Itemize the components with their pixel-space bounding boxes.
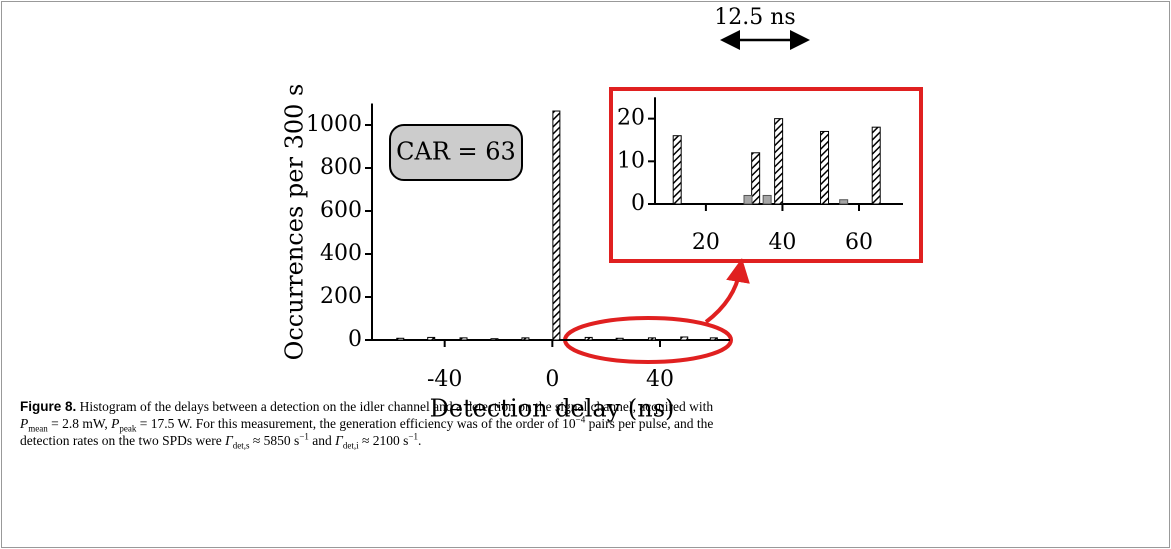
bar [762,194,772,205]
bar [584,336,593,341]
caption-text: mean [28,423,48,434]
car-label: CAR = 63 [396,138,516,166]
caption-text: det,s [232,440,250,451]
caption: Figure 8. Histogram of the delays betwee… [20,398,1150,451]
caption-text: Figure 8. [20,399,77,414]
x-tick-label: 40 [768,230,796,255]
caption-text: ≈ 2100 s [358,433,409,448]
bar [751,152,761,205]
caption-line: detection rates on the two SPDs were Γde… [20,431,1150,451]
y-axis-title: Occurrences per 300 s [281,84,309,361]
bar [774,118,784,205]
caption-line: Figure 8. Histogram of the delays betwee… [20,398,1150,415]
x-tick-label: -40 [427,367,462,392]
caption-text: Γ [335,433,343,448]
y-tick-label: 400 [320,241,362,266]
bar [743,194,753,205]
caption-line: Pmean = 2.8 mW, Ppeak = 17.5 W. For this… [20,414,1150,434]
caption-text: . [417,433,422,448]
bar [615,337,624,341]
bar [490,338,499,341]
y-tick-label: 0 [631,191,645,216]
y-tick-label: 600 [320,198,362,223]
caption-text: P [111,416,120,431]
y-tick-label: 10 [617,148,645,173]
caption-text: = 17.5 W. For this measurement, the gene… [136,416,576,431]
caption-text: peak [119,423,137,434]
caption-text: P [20,416,29,431]
caption-text: ≈ 5850 s [249,433,300,448]
caption-text: Γ [225,433,233,448]
caption-text: −1 [299,431,309,442]
x-axis-title: Detection delay (ns) [430,395,675,423]
bar [459,337,468,341]
bar [820,130,830,205]
bar [672,135,682,205]
inset-frame [609,87,923,263]
bar [871,126,881,205]
y-tick-label: 200 [320,284,362,309]
x-tick-label: 40 [646,367,674,392]
bar [709,337,718,341]
bar [839,199,849,205]
bar [427,336,436,341]
y-tick-label: 20 [617,106,645,131]
caption-text: pairs per pulse, and the [585,416,714,431]
caption-text: and [308,433,336,448]
caption-text: −1 [408,431,418,442]
x-tick-label: 60 [845,230,873,255]
caption-text: detection rates on the two SPDs were [20,433,226,448]
bar [521,337,530,341]
caption-text: det,i [342,440,359,451]
caption-text: Histogram of the delays between a detect… [76,399,714,414]
x-tick-label: 0 [545,367,559,392]
car-box [389,124,523,181]
caption-text: = 2.8 mW, [47,416,112,431]
y-tick-label: 800 [320,155,362,180]
y-tick-label: 1000 [306,112,362,137]
bar [552,110,561,341]
period-label: 12.5 ns [714,5,795,30]
x-tick-label: 20 [692,230,720,255]
caption-text: −4 [575,414,586,425]
bar [647,337,656,341]
bar [680,336,689,341]
zoom-arrow [704,258,750,324]
bar [396,337,405,341]
y-tick-label: 0 [348,327,362,352]
